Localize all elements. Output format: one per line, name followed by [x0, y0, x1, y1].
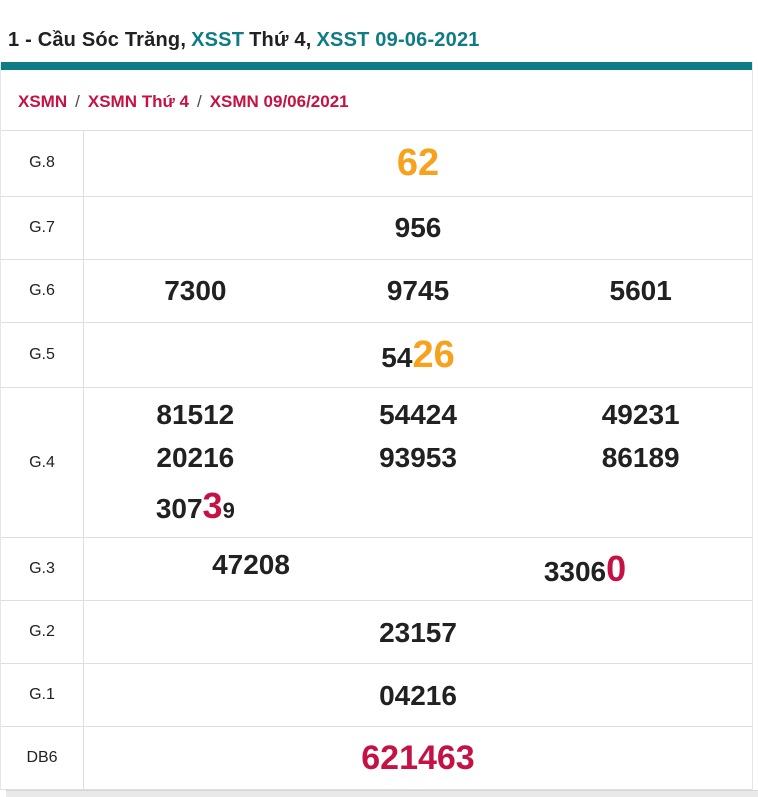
- digits: 54: [381, 341, 413, 373]
- result-panel: XSMN / XSMN Thứ 4 / XSMN 09/06/2021 G.8 62 G.7…: [0, 62, 753, 791]
- breadcrumb-link[interactable]: XSMN Thứ 4: [87, 92, 189, 111]
- prize-label: G.6: [1, 259, 84, 322]
- highlighted-digits: 3: [202, 484, 223, 526]
- page-title: 1 - Cầu Sóc Trăng, XSST Thứ 4, XSST 09-06-2…: [0, 0, 758, 62]
- prize-number: 04216: [84, 680, 752, 711]
- prize-values: 81512 54424 49231 20216 93953 86189 30739: [84, 388, 752, 537]
- prize-value-line: 956: [84, 206, 752, 249]
- digits: 9: [222, 497, 235, 523]
- title-text: Thứ 4,: [249, 29, 312, 51]
- prize-row-g1: G.1 04216: [1, 664, 752, 728]
- highlighted-digits: 0: [606, 548, 627, 590]
- digits: 47208: [212, 549, 290, 581]
- highlighted-digits: 621463: [361, 739, 475, 778]
- prize-row-g8: G.8 62: [1, 131, 752, 197]
- prize-row-g7: G.7 956: [1, 196, 752, 260]
- prize-number: 47208: [84, 549, 418, 589]
- digits: 54424: [379, 399, 457, 431]
- prize-number: 9745: [307, 275, 530, 306]
- prize-values: 04216: [84, 664, 752, 726]
- digits: 3306: [543, 556, 607, 588]
- prize-value-line: 5426: [84, 328, 752, 383]
- digits: 7300: [164, 274, 227, 306]
- prize-number: 54424: [307, 399, 530, 430]
- prize-value-line: 30739: [84, 480, 752, 532]
- prize-value-line: 62: [84, 136, 752, 191]
- breadcrumb-separator: /: [196, 92, 202, 111]
- prize-value-line: 81512 54424 49231: [84, 393, 752, 436]
- prize-number: 20216: [84, 442, 307, 473]
- prize-number: 86189: [529, 442, 752, 473]
- prize-value-line: 23157: [84, 611, 752, 654]
- prize-row-db6: DB6 621463: [1, 727, 752, 791]
- prize-number: 33060: [418, 548, 752, 590]
- title-link[interactable]: XSST: [191, 29, 245, 51]
- highlighted-digits: 62: [396, 142, 440, 184]
- digits: 49231: [601, 399, 680, 431]
- prize-number: 7300: [84, 275, 307, 306]
- highlighted-digits: 26: [412, 333, 455, 376]
- prize-value-line: 621463: [84, 733, 752, 783]
- empty-cell: [307, 486, 530, 526]
- digits: 81512: [156, 399, 235, 431]
- prize-values: 47208 33060: [84, 538, 752, 600]
- digits: 307: [155, 492, 203, 524]
- prize-label: DB6: [1, 727, 84, 790]
- prize-values: 7300 9745 5601: [84, 260, 752, 322]
- prize-label: G.3: [1, 538, 84, 601]
- breadcrumb-separator: /: [75, 92, 80, 111]
- prize-number: 5426: [84, 334, 752, 377]
- digits: 20216: [156, 442, 235, 474]
- digits: 9745: [386, 274, 450, 306]
- breadcrumb-link[interactable]: XSMN: [18, 92, 68, 111]
- digits: 23157: [379, 616, 457, 648]
- digits: 86189: [601, 442, 680, 474]
- prize-number: 93953: [307, 442, 530, 473]
- prize-value-line: 20216 93953 86189: [84, 436, 752, 479]
- prize-label: G.7: [1, 196, 84, 259]
- digits: 93953: [379, 442, 457, 474]
- prize-label: G.5: [1, 322, 84, 388]
- digits: 04216: [379, 679, 457, 711]
- prize-row-g4: G.4 81512 54424 49231 20216 93953 86189 30739: [1, 388, 752, 539]
- prize-number: 23157: [84, 617, 752, 648]
- prize-values: 62: [84, 131, 752, 196]
- digits: 956: [394, 211, 442, 243]
- breadcrumb-link[interactable]: XSMN 09/06/2021: [209, 92, 349, 111]
- prize-number: 49231: [529, 399, 752, 430]
- prize-value-line: 47208 33060: [84, 543, 752, 595]
- digits: 5601: [609, 274, 672, 306]
- prize-row-g2: G.2 23157: [1, 601, 752, 665]
- empty-cell: [529, 486, 752, 526]
- prize-number: 5601: [529, 275, 752, 306]
- prize-label: G.8: [1, 131, 84, 196]
- prize-value-line: 7300 9745 5601: [84, 269, 752, 312]
- prize-values: 23157: [84, 601, 752, 663]
- prize-value-line: 04216: [84, 674, 752, 717]
- prize-number: 956: [84, 212, 752, 243]
- prize-values: 621463: [84, 727, 752, 789]
- prize-row-g3: G.3 47208 33060: [1, 538, 752, 602]
- prize-row-g6: G.6 7300 9745 5601: [1, 259, 752, 323]
- title-link[interactable]: XSST 09-06-2021: [316, 29, 480, 51]
- prize-number: 81512: [84, 399, 307, 430]
- prize-row-g5: G.5 5426: [1, 322, 752, 389]
- prize-label: G.1: [1, 664, 84, 727]
- breadcrumb: XSMN / XSMN Thứ 4 / XSMN 09/06/2021: [1, 70, 752, 130]
- prize-label: G.4: [1, 388, 84, 538]
- prize-label: G.2: [1, 601, 84, 664]
- prize-values: 956: [84, 197, 752, 259]
- prize-number: 621463: [84, 739, 752, 777]
- prize-number: 30739: [84, 484, 307, 526]
- panel-accent-bar: [1, 62, 752, 70]
- prize-number: 62: [84, 142, 752, 185]
- prize-values: 5426: [84, 323, 752, 388]
- lottery-results-table: G.8 62 G.7 956 G.6 7300 9745 5601 G.5 5426 G.4 8151…: [1, 130, 752, 791]
- title-text: 1 - Cầu Sóc Trăng,: [8, 29, 187, 51]
